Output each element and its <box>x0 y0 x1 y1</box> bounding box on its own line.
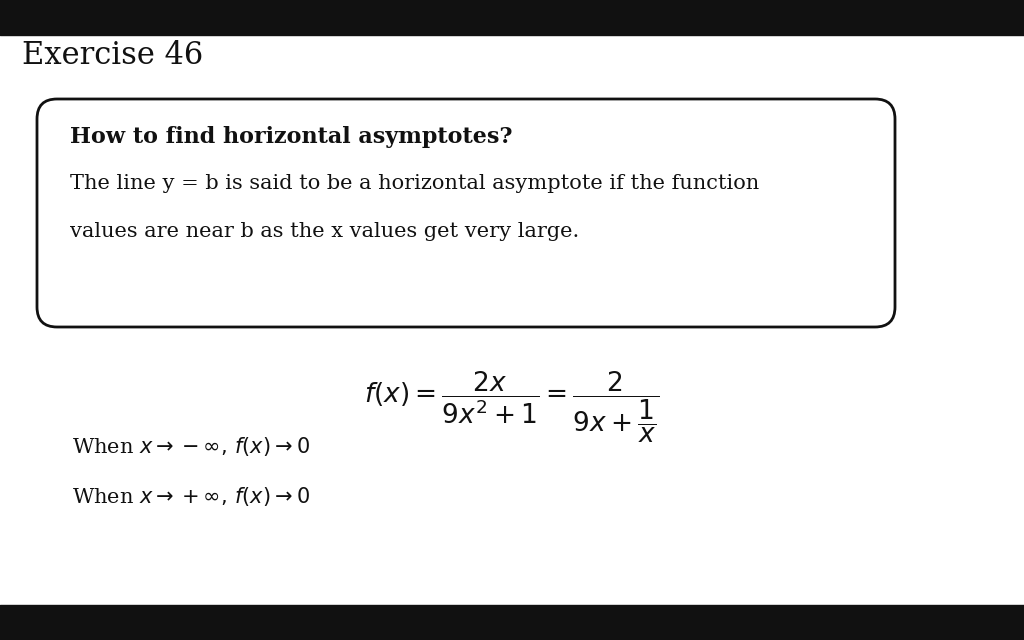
Text: The line y = b is said to be a horizontal asymptote if the function: The line y = b is said to be a horizonta… <box>70 174 759 193</box>
Text: How to find horizontal asymptotes?: How to find horizontal asymptotes? <box>70 126 512 148</box>
Text: $f(x) = \dfrac{2x}{9x^2 + 1} = \dfrac{2}{9x + \dfrac{1}{x}}$: $f(x) = \dfrac{2x}{9x^2 + 1} = \dfrac{2}… <box>365 370 659 445</box>
Text: When $x \rightarrow -\infty,\, f(x) \rightarrow 0$: When $x \rightarrow -\infty,\, f(x) \rig… <box>72 435 310 458</box>
FancyBboxPatch shape <box>37 99 895 327</box>
Text: values are near b as the x values get very large.: values are near b as the x values get ve… <box>70 222 580 241</box>
Text: When $x \rightarrow +\infty,\, f(x) \rightarrow 0$: When $x \rightarrow +\infty,\, f(x) \rig… <box>72 485 310 508</box>
Text: Exercise 46: Exercise 46 <box>22 40 203 71</box>
